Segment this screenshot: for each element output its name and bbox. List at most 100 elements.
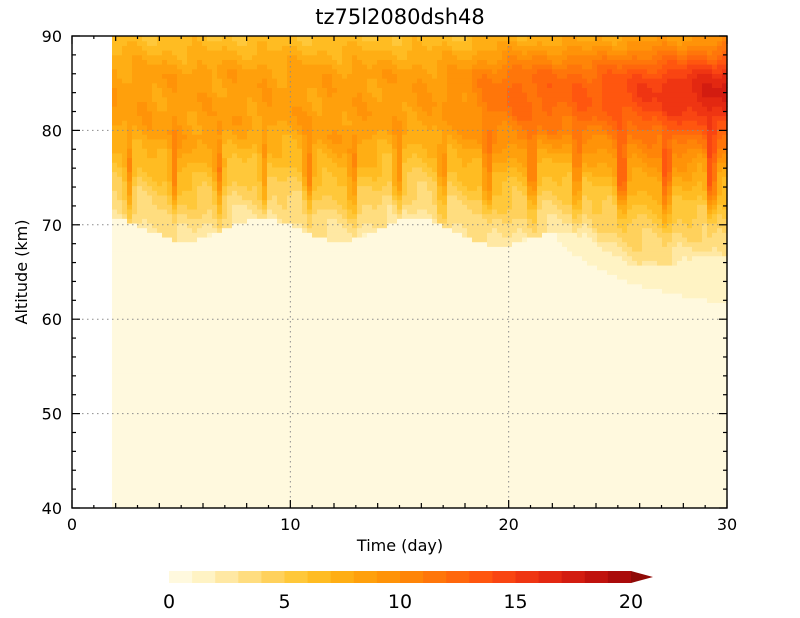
heat-cell — [202, 479, 208, 486]
heat-cell — [177, 288, 183, 294]
heat-cell — [237, 157, 243, 163]
heat-cell — [207, 325, 213, 332]
heat-cell — [332, 479, 338, 486]
heat-cell — [142, 377, 148, 383]
heat-cell — [262, 302, 268, 308]
heat-cell — [172, 423, 178, 430]
heat-cell — [312, 110, 318, 117]
heat-cell — [337, 40, 343, 46]
heat-cell — [352, 395, 358, 402]
heat-cell — [292, 82, 298, 88]
heat-cell — [262, 339, 268, 346]
heat-cell — [237, 106, 243, 112]
heat-cell — [317, 395, 323, 402]
heat-cell — [137, 236, 143, 243]
heat-cell — [137, 138, 143, 145]
heat-cell — [182, 73, 188, 79]
heat-cell — [192, 176, 198, 182]
heat-cell — [347, 414, 353, 420]
heat-cell — [277, 288, 283, 294]
heat-cell — [352, 250, 358, 257]
heat-cell — [162, 414, 168, 420]
heat-cell — [242, 335, 248, 341]
heat-cell — [167, 78, 173, 84]
heat-cell — [317, 40, 323, 46]
heat-cell — [302, 391, 308, 397]
heat-cell — [162, 489, 168, 495]
heat-cell — [142, 194, 148, 201]
heat-cell — [277, 405, 283, 411]
heat-cell — [147, 236, 153, 243]
heat-cell — [337, 400, 343, 406]
heat-cell — [157, 213, 163, 219]
heat-cell — [172, 447, 178, 453]
heat-cell — [187, 232, 193, 238]
heat-cell — [192, 335, 198, 341]
heat-cell — [317, 157, 323, 163]
heat-cell — [117, 307, 123, 313]
heat-cell — [312, 302, 318, 308]
heat-cell — [342, 222, 348, 229]
heat-cell — [292, 204, 298, 210]
heat-cell — [332, 64, 338, 70]
heat-cell — [327, 321, 333, 327]
heat-cell — [112, 475, 118, 481]
heat-cell — [307, 349, 313, 355]
heat-cell — [177, 423, 183, 430]
heat-cell — [212, 250, 218, 257]
heat-cell — [347, 134, 353, 140]
heat-cell — [202, 236, 208, 243]
heat-cell — [247, 40, 253, 46]
heat-cell — [327, 367, 333, 374]
heat-cell — [232, 503, 238, 509]
heat-cell — [147, 465, 153, 472]
heat-cell — [317, 465, 323, 472]
heat-cell — [137, 405, 143, 411]
heat-cell — [317, 232, 323, 238]
heat-cell — [222, 423, 228, 430]
heat-cell — [162, 274, 168, 280]
heat-cell — [297, 250, 303, 257]
heat-cell — [127, 283, 133, 289]
heat-cell — [252, 138, 258, 145]
heat-cell — [112, 442, 118, 448]
heat-cell — [117, 148, 123, 154]
heat-cell — [117, 227, 123, 233]
heat-cell — [212, 78, 218, 84]
heat-cell — [167, 45, 173, 51]
heat-cell — [137, 307, 143, 313]
heat-cell — [152, 381, 158, 388]
heat-cell — [292, 143, 298, 149]
heat-cell — [147, 143, 153, 149]
heat-cell — [317, 493, 323, 500]
heat-cell — [112, 339, 118, 346]
heat-cell — [287, 50, 293, 56]
heat-cell — [352, 316, 358, 322]
heat-cell — [202, 503, 208, 509]
heat-cell — [127, 465, 133, 472]
heat-cell — [262, 325, 268, 332]
heat-cell — [272, 358, 278, 364]
heat-cell — [232, 274, 238, 280]
heat-cell — [212, 269, 218, 275]
heat-cell — [212, 330, 218, 336]
heat-cell — [302, 59, 308, 65]
heat-cell — [282, 353, 288, 360]
heat-cell — [267, 423, 273, 430]
heat-cell — [247, 400, 253, 406]
heat-cell — [352, 391, 358, 397]
heat-cell — [317, 264, 323, 271]
heat-cell — [267, 344, 273, 350]
heat-cell — [172, 68, 178, 74]
heat-cell — [307, 391, 313, 397]
heat-cell — [137, 171, 143, 177]
heat-cell — [312, 124, 318, 131]
heat-cell — [232, 423, 238, 430]
heat-cell — [242, 307, 248, 313]
heat-cell — [317, 433, 323, 439]
heat-cell — [297, 152, 303, 159]
heat-cell — [192, 395, 198, 402]
heat-cell — [247, 470, 253, 476]
heat-cell — [182, 208, 188, 215]
heat-cell — [312, 45, 318, 51]
